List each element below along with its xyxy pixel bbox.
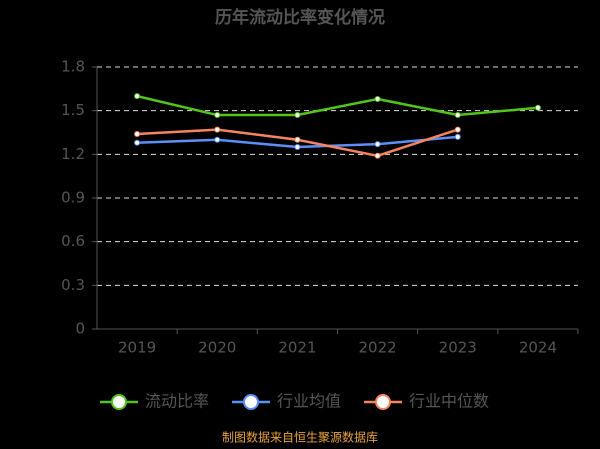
legend-label: 流动比率 bbox=[145, 392, 209, 411]
legend-marker bbox=[375, 394, 391, 410]
x-tick-label: 2022 bbox=[358, 339, 396, 357]
legend-label: 行业均值 bbox=[277, 392, 341, 411]
data-point bbox=[374, 152, 381, 159]
data-point bbox=[534, 104, 541, 111]
legend-marker bbox=[243, 394, 259, 410]
data-point bbox=[374, 96, 381, 103]
data-point bbox=[294, 136, 301, 143]
data-point bbox=[294, 112, 301, 119]
x-tick-label: 2019 bbox=[118, 339, 156, 357]
legend-marker bbox=[111, 394, 127, 410]
y-tick-label: 1.5 bbox=[61, 101, 85, 119]
data-point bbox=[374, 141, 381, 148]
data-point bbox=[214, 136, 221, 143]
legend-label: 行业中位数 bbox=[409, 392, 489, 411]
source-note: 制图数据来自恒生聚源数据库 bbox=[222, 430, 378, 445]
x-tick-label: 2023 bbox=[439, 339, 477, 357]
data-point bbox=[454, 126, 461, 133]
y-tick-label: 0.3 bbox=[61, 276, 85, 294]
data-point bbox=[454, 133, 461, 140]
chart-title: 历年流动比率变化情况 bbox=[215, 7, 385, 28]
y-tick-label: 0.6 bbox=[61, 232, 85, 250]
data-point bbox=[294, 144, 301, 151]
data-point bbox=[134, 139, 141, 146]
data-point bbox=[214, 126, 221, 133]
x-tick-label: 2024 bbox=[519, 339, 557, 357]
y-tick-label: 1.2 bbox=[61, 145, 85, 163]
x-tick-label: 2021 bbox=[278, 339, 316, 357]
data-point bbox=[454, 112, 461, 119]
y-tick-label: 0.9 bbox=[61, 189, 85, 207]
data-point bbox=[214, 112, 221, 119]
data-point bbox=[134, 93, 141, 100]
x-tick-label: 2020 bbox=[198, 339, 236, 357]
series-line bbox=[136, 94, 539, 117]
data-point bbox=[134, 130, 141, 137]
y-tick-label: 1.8 bbox=[61, 58, 85, 76]
y-tick-label: 0 bbox=[75, 320, 85, 338]
